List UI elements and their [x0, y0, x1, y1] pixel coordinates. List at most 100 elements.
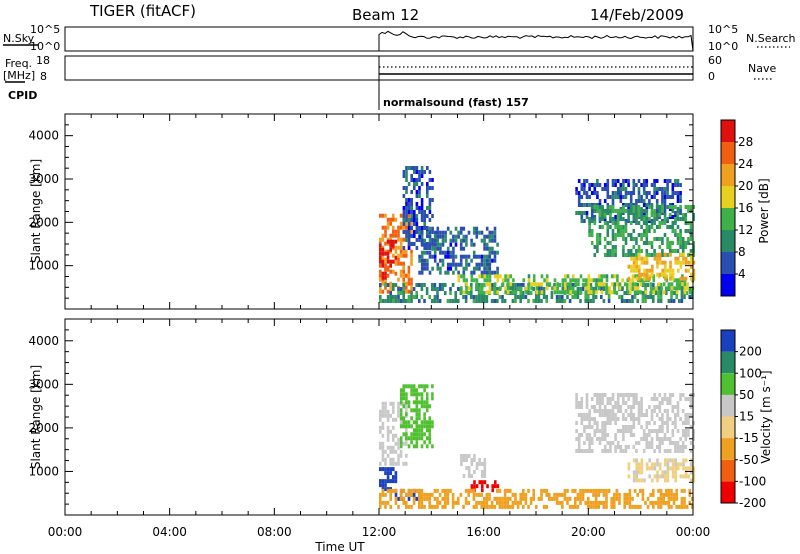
- echo-cell: [532, 496, 535, 501]
- echo-cell: [436, 230, 440, 235]
- echo-cell: [392, 437, 395, 442]
- echo-cell: [655, 397, 659, 401]
- echo-cell: [415, 488, 418, 493]
- echo-cell: [582, 278, 585, 283]
- echo-cell: [386, 273, 390, 278]
- echo-cell: [501, 299, 504, 303]
- echo-cell: [632, 213, 636, 217]
- echo-cell: [606, 241, 610, 245]
- echo-cell: [614, 253, 617, 257]
- echo-cell: [381, 445, 385, 450]
- echo-cell: [423, 283, 426, 287]
- echo-cell: [412, 500, 416, 505]
- echo-cell: [662, 492, 665, 497]
- echo-cell: [384, 471, 387, 476]
- echo-cell: [607, 488, 611, 493]
- echo-cell: [431, 242, 434, 247]
- echo-cell: [431, 254, 434, 259]
- echo-cell: [587, 488, 590, 493]
- echo-cell: [478, 458, 481, 462]
- echo-cell: [488, 496, 491, 501]
- echo-cell: [506, 500, 509, 505]
- echo-cell: [464, 299, 468, 303]
- echo-cell: [386, 467, 390, 472]
- echo-cell: [655, 205, 659, 209]
- colorbar-segment: [721, 142, 735, 164]
- echo-cell: [483, 283, 486, 287]
- echo-cell: [659, 488, 663, 493]
- echo-cell: [423, 258, 427, 263]
- echo-cell: [590, 241, 594, 245]
- echo-cell: [522, 278, 526, 283]
- echo-cell: [407, 504, 411, 509]
- echo-cell: [619, 429, 623, 433]
- nsearch-tick-top: 10^5: [708, 23, 738, 36]
- echo-cell: [407, 198, 411, 202]
- echo-cell: [451, 504, 455, 509]
- echo-cell: [511, 299, 515, 303]
- echo-cell: [436, 291, 439, 295]
- echo-cell: [648, 466, 651, 471]
- echo-cell: [438, 500, 442, 505]
- echo-cell: [588, 441, 591, 445]
- echo-cell: [415, 226, 419, 230]
- echo-cell: [624, 195, 628, 199]
- echo-cell: [392, 229, 395, 234]
- echo-cell: [601, 213, 604, 217]
- echo-cell: [384, 467, 387, 472]
- echo-cell: [632, 405, 636, 409]
- echo-cell: [381, 213, 385, 218]
- echo-cell: [609, 421, 612, 425]
- echo-cell: [472, 496, 476, 501]
- echo-cell: [674, 205, 677, 209]
- echo-cell: [611, 199, 615, 203]
- echo-cell: [590, 229, 594, 233]
- echo-cell: [624, 401, 628, 405]
- echo-cell: [394, 299, 398, 303]
- echo-cell: [584, 488, 587, 493]
- echo-cell: [496, 250, 499, 255]
- echo-cell: [384, 401, 387, 406]
- echo-cell: [504, 290, 507, 295]
- colorbar-tick-label: 20: [738, 179, 753, 193]
- echo-cell: [581, 283, 585, 287]
- echo-cell: [405, 492, 408, 497]
- echo-cell: [613, 274, 617, 279]
- echo-cell: [658, 417, 662, 421]
- echo-cell: [629, 205, 633, 209]
- echo-cell: [692, 470, 696, 475]
- echo-cell: [405, 453, 408, 458]
- echo-cell: [454, 234, 458, 239]
- echo-cell: [389, 449, 392, 454]
- echo-cell: [475, 254, 479, 259]
- echo-cell: [386, 429, 390, 434]
- echo-cell: [611, 245, 615, 249]
- echo-cell: [384, 233, 387, 238]
- echo-cell: [384, 251, 387, 256]
- echo-cell: [611, 397, 615, 401]
- echo-cell: [666, 245, 669, 249]
- echo-cell: [690, 264, 693, 269]
- echo-cell: [415, 420, 419, 425]
- echo-cell: [577, 441, 581, 445]
- echo-cell: [666, 217, 669, 221]
- echo-cell: [632, 217, 636, 221]
- echo-cell: [661, 425, 664, 429]
- echo-cell: [460, 290, 463, 295]
- echo-cell: [645, 409, 649, 413]
- echo-cell: [465, 278, 468, 283]
- echo-cell: [558, 500, 561, 505]
- echo-cell: [418, 230, 421, 235]
- echo-cell: [583, 191, 586, 195]
- echo-cell: [645, 221, 649, 225]
- echo-cell: [686, 282, 689, 287]
- echo-cell: [483, 480, 487, 485]
- echo-cell: [615, 291, 619, 295]
- echo-cell: [632, 229, 636, 233]
- echo-cell: [423, 388, 426, 393]
- echo-cell: [629, 282, 632, 287]
- echo-cell: [483, 262, 486, 267]
- echo-cell: [496, 242, 499, 247]
- echo-cell: [379, 243, 382, 248]
- echo-cell: [477, 283, 481, 287]
